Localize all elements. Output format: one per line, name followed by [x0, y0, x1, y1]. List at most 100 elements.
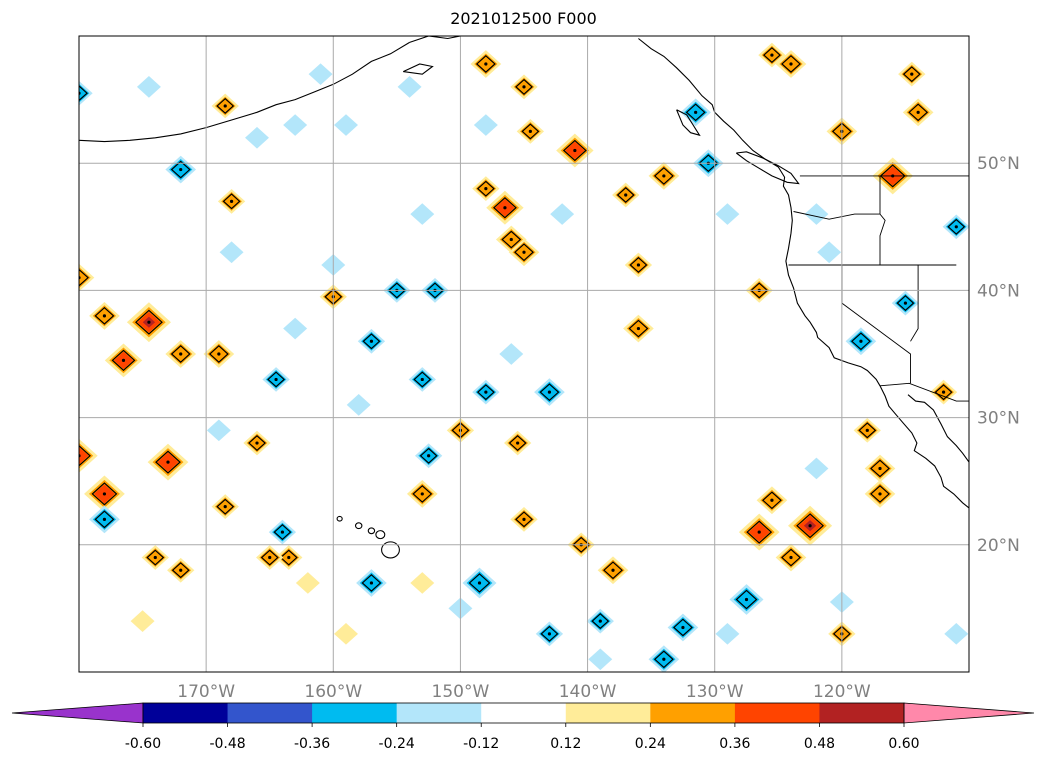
- significance-dot: [547, 390, 552, 394]
- field-blob: [499, 343, 524, 365]
- significance-dot: [903, 301, 908, 305]
- lon-label: 150°W: [432, 682, 490, 702]
- field-blob: [597, 556, 629, 585]
- significance-dot: [223, 505, 227, 509]
- significance-dot: [681, 625, 685, 630]
- significance-contour: [492, 196, 517, 219]
- field-blob: [219, 241, 244, 264]
- significance-contour: [902, 66, 921, 83]
- significance-dot: [484, 390, 488, 394]
- significance-contour: [248, 434, 266, 452]
- field-blob: [406, 480, 438, 508]
- significance-dot: [789, 555, 793, 560]
- field-blob: [510, 507, 538, 532]
- coastline-haida-gwaii: [676, 109, 701, 137]
- significance-contour: [170, 160, 191, 179]
- colorbar-segment: [396, 703, 482, 723]
- field-blob: [667, 613, 699, 642]
- colorbar-segment: [312, 703, 398, 723]
- significance-contour: [94, 306, 115, 325]
- significance-contour: [135, 309, 163, 335]
- significance-dot: [102, 314, 107, 318]
- significance-dot: [662, 657, 666, 661]
- field-contour-fill: [247, 129, 267, 146]
- field-blob: [89, 301, 120, 330]
- significance-contour: [468, 573, 491, 593]
- field-blob: [126, 302, 171, 343]
- field-blob: [534, 378, 565, 407]
- colorbar-segment: [481, 703, 567, 723]
- field-contour-fill: [79, 270, 87, 285]
- field-blob: [550, 203, 575, 225]
- field-contour-fill: [413, 205, 432, 223]
- field-contour-fill: [139, 78, 159, 96]
- colorbar-tick-label: 0.48: [804, 736, 835, 752]
- significance-contour: [653, 166, 674, 185]
- significance-contour: [781, 548, 801, 567]
- significance-contour: [79, 268, 89, 287]
- significance-contour: [515, 511, 533, 528]
- significance-dot: [503, 206, 507, 210]
- field-blob: [79, 80, 93, 106]
- field-blob: [356, 569, 387, 597]
- significance-dot: [484, 62, 488, 66]
- field-contour-fill: [298, 574, 317, 592]
- significance-dot: [636, 326, 641, 331]
- significance-dot: [217, 352, 221, 356]
- significance-contour: [361, 574, 382, 592]
- field-blob: [775, 543, 807, 572]
- field-contour-fill: [336, 625, 356, 643]
- field-contour-fill: [553, 205, 572, 223]
- field-blob: [715, 623, 740, 645]
- significance-contour: [858, 422, 877, 439]
- lon-label: 160°W: [304, 682, 362, 702]
- significance-dot: [611, 568, 615, 572]
- significance-contour: [515, 78, 533, 95]
- field-contour-fill: [311, 65, 330, 83]
- field-contour-fill: [286, 320, 305, 337]
- significance-dot: [522, 250, 526, 254]
- field-contour-fill: [718, 625, 737, 643]
- field-blob: [334, 623, 358, 645]
- field-blob: [414, 443, 443, 469]
- significance-contour: [685, 103, 706, 122]
- significance-contour: [879, 164, 906, 188]
- significance-dot: [808, 524, 812, 528]
- significance-dot: [954, 225, 958, 229]
- field-blob: [715, 203, 740, 225]
- colorbar-segment: [734, 703, 820, 723]
- significance-dot: [280, 530, 285, 534]
- significance-contour: [735, 589, 758, 610]
- coastline-layer: [79, 36, 969, 559]
- significance-contour: [387, 282, 406, 299]
- significance-dot: [916, 110, 920, 114]
- field-contour-fill: [591, 651, 610, 668]
- significance-dot: [484, 187, 488, 191]
- field-blob: [410, 203, 435, 225]
- significance-contour: [572, 536, 591, 553]
- field-blob: [243, 430, 271, 456]
- field-blob: [203, 340, 235, 368]
- field-blob: [211, 93, 239, 119]
- field-blob: [804, 457, 829, 480]
- field-contour-fill: [820, 244, 839, 261]
- significance-dot: [477, 581, 482, 585]
- significance-dot: [770, 53, 774, 57]
- significance-contour: [653, 650, 674, 669]
- field-contour-fill: [222, 244, 241, 261]
- colorbar-extend-min: [11, 702, 144, 724]
- field-blob: [357, 328, 386, 354]
- field-contour-fill: [336, 116, 356, 134]
- significance-dot: [878, 466, 882, 471]
- significance-dot: [744, 597, 749, 602]
- significance-dot: [941, 390, 946, 394]
- significance-contour: [79, 85, 88, 102]
- field-blob: [944, 623, 969, 645]
- significance-contour: [362, 333, 381, 350]
- field-blob: [217, 189, 246, 214]
- field-blob: [556, 133, 594, 168]
- significance-dot: [255, 441, 259, 445]
- significance-dot: [274, 377, 278, 382]
- lon-label: 130°W: [686, 682, 744, 702]
- significance-contour: [629, 256, 648, 274]
